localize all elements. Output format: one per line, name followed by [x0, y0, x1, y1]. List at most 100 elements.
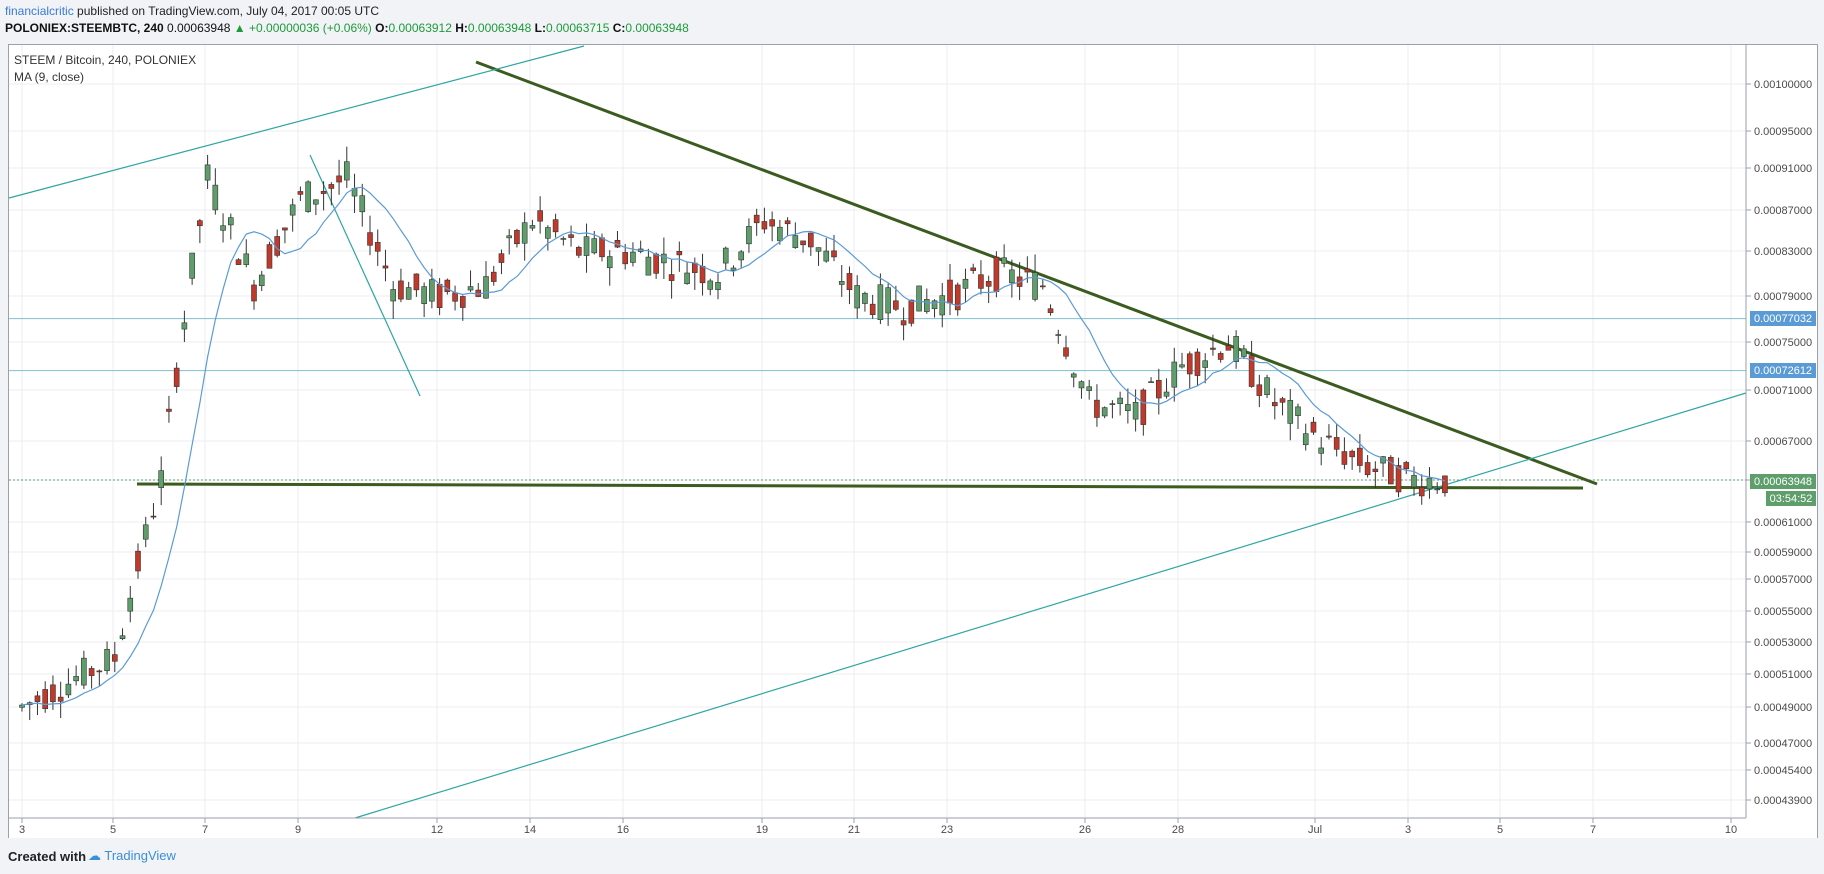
- candle-body: [954, 284, 961, 311]
- candle-body: [173, 367, 180, 387]
- candle-body: [398, 280, 404, 300]
- candle-body: [1287, 400, 1294, 424]
- candle-body: [490, 271, 497, 282]
- candle-body: [96, 670, 103, 673]
- candle-body: [807, 232, 814, 248]
- candle-body: [405, 287, 412, 300]
- x-tick-label: 3: [1405, 824, 1411, 836]
- candle-body: [1318, 447, 1324, 454]
- candle-body: [65, 683, 72, 696]
- y-tick-label: 0.00059000: [1754, 547, 1812, 559]
- candle-body: [877, 284, 884, 320]
- high-value: 0.00063948: [467, 21, 532, 35]
- x-tick-label: 9: [295, 824, 301, 836]
- candle-body: [1426, 477, 1433, 490]
- candle-body: [560, 238, 567, 240]
- x-tick-label: 7: [1590, 824, 1596, 836]
- candle-body: [838, 281, 845, 285]
- grid: [9, 45, 1746, 818]
- candle-body: [777, 226, 783, 242]
- y-tick-label: 0.00079000: [1754, 291, 1812, 303]
- candle-body: [282, 227, 288, 231]
- legend-indicator[interactable]: MA (9, close): [14, 70, 85, 84]
- candle-body: [1063, 347, 1069, 357]
- publish-info: financialcritic published on TradingView…: [5, 4, 379, 18]
- candle-body: [1070, 373, 1077, 378]
- low-value: 0.00063715: [545, 21, 610, 35]
- y-tick-label: 0.00051000: [1754, 669, 1812, 681]
- x-tick-label: 26: [1079, 824, 1091, 836]
- candle-body: [1418, 487, 1425, 497]
- candle-body: [328, 184, 335, 189]
- candle-body: [429, 279, 435, 302]
- candle-body: [893, 300, 899, 310]
- candle-body: [1310, 421, 1317, 433]
- up-arrow-icon: ▲: [233, 21, 246, 35]
- ma-line: [21, 186, 1446, 706]
- candle-body: [1248, 355, 1255, 387]
- candle-body: [436, 283, 443, 308]
- candle-body: [1333, 437, 1340, 450]
- candle-body: [1109, 403, 1116, 405]
- candle-body: [1272, 402, 1278, 407]
- candle-body: [1403, 462, 1410, 470]
- close-label: C:: [612, 21, 626, 35]
- candle-body: [1156, 379, 1162, 399]
- candle-body: [19, 704, 25, 708]
- x-tick-label: 16: [617, 824, 629, 836]
- candle-body: [166, 408, 172, 412]
- tradingview-brand: TradingView: [104, 848, 176, 863]
- candle-body: [483, 276, 489, 299]
- candle-body: [336, 175, 342, 183]
- candle-body: [1233, 336, 1239, 363]
- candle-body: [823, 250, 830, 262]
- candle-body: [459, 296, 466, 308]
- created-with-text: Created with: [8, 849, 87, 864]
- symbol-info: POLONIEX:STEEMBTC, 240 0.00063948 ▲ +0.0…: [5, 21, 689, 35]
- candle-body: [1186, 353, 1193, 375]
- price-change: +0.00000036 (+0.06%): [249, 21, 372, 35]
- candle-body: [1225, 345, 1232, 351]
- candle-body: [1217, 353, 1224, 360]
- candle-body: [119, 635, 126, 639]
- candle-body: [1040, 285, 1046, 288]
- candle-body: [197, 220, 203, 227]
- candle-body: [916, 285, 922, 312]
- candle-body: [1442, 475, 1448, 494]
- candle-body: [753, 214, 760, 224]
- candle-body: [514, 230, 520, 245]
- candle-body: [297, 191, 304, 195]
- candle-body: [630, 251, 636, 263]
- ascending-channel-lower: [354, 392, 1747, 819]
- candle-body: [1357, 447, 1363, 466]
- candle-body: [1411, 475, 1417, 488]
- countdown-label-bg: [1766, 491, 1816, 506]
- y-tick-label: 0.00049000: [1754, 702, 1812, 714]
- low-label: L:: [534, 21, 546, 35]
- candle-body: [661, 253, 667, 264]
- candle-body: [289, 204, 296, 216]
- level1-label: 0.00077032: [1754, 313, 1812, 325]
- candle-body: [1047, 308, 1054, 313]
- candle-body: [1326, 435, 1332, 438]
- price-axis: 0.00100000 0.00095000 0.00091000 0.00087000…: [1745, 45, 1812, 818]
- candle-body: [885, 287, 891, 314]
- y-tick-label: 0.00057000: [1754, 574, 1812, 586]
- candle-body: [1349, 450, 1355, 458]
- candle-body: [112, 654, 118, 662]
- horizontal-levels: [9, 318, 1746, 481]
- candle-body: [382, 265, 389, 269]
- y-tick-label: 0.00100000: [1754, 79, 1812, 91]
- candle-body: [1117, 397, 1123, 405]
- candle-body: [1372, 468, 1379, 472]
- candle-body: [452, 292, 458, 302]
- legend-title: STEEM / Bitcoin, 240, POLONIEX: [14, 53, 197, 67]
- tradingview-logo[interactable]: ☁ TradingView: [88, 848, 176, 864]
- candle-body: [970, 267, 977, 271]
- candle-body: [591, 238, 598, 254]
- candle-body: [313, 199, 319, 205]
- x-tick-label: Jul: [1308, 824, 1322, 836]
- author-link[interactable]: financialcritic: [5, 4, 74, 18]
- y-tick-label: 0.00045400: [1754, 765, 1812, 777]
